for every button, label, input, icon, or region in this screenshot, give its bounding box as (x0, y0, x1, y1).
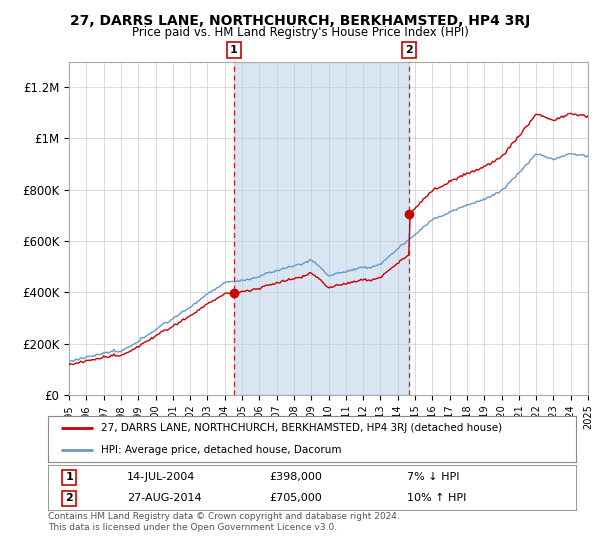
Text: 2: 2 (405, 45, 413, 55)
Text: £705,000: £705,000 (270, 493, 323, 503)
Text: 14-JUL-2004: 14-JUL-2004 (127, 472, 196, 482)
Bar (234, 62, 409, 395)
Text: Contains HM Land Registry data © Crown copyright and database right 2024.
This d: Contains HM Land Registry data © Crown c… (48, 512, 400, 532)
Text: 1: 1 (65, 472, 73, 482)
Text: 1: 1 (230, 45, 238, 55)
Text: 7% ↓ HPI: 7% ↓ HPI (407, 472, 460, 482)
Text: 2: 2 (65, 493, 73, 503)
Text: HPI: Average price, detached house, Dacorum: HPI: Average price, detached house, Daco… (101, 445, 341, 455)
Text: 10% ↑ HPI: 10% ↑ HPI (407, 493, 466, 503)
Text: 27-AUG-2014: 27-AUG-2014 (127, 493, 202, 503)
Text: Price paid vs. HM Land Registry's House Price Index (HPI): Price paid vs. HM Land Registry's House … (131, 26, 469, 39)
Text: £398,000: £398,000 (270, 472, 323, 482)
Text: 27, DARRS LANE, NORTHCHURCH, BERKHAMSTED, HP4 3RJ: 27, DARRS LANE, NORTHCHURCH, BERKHAMSTED… (70, 14, 530, 28)
Text: 27, DARRS LANE, NORTHCHURCH, BERKHAMSTED, HP4 3RJ (detached house): 27, DARRS LANE, NORTHCHURCH, BERKHAMSTED… (101, 423, 502, 433)
